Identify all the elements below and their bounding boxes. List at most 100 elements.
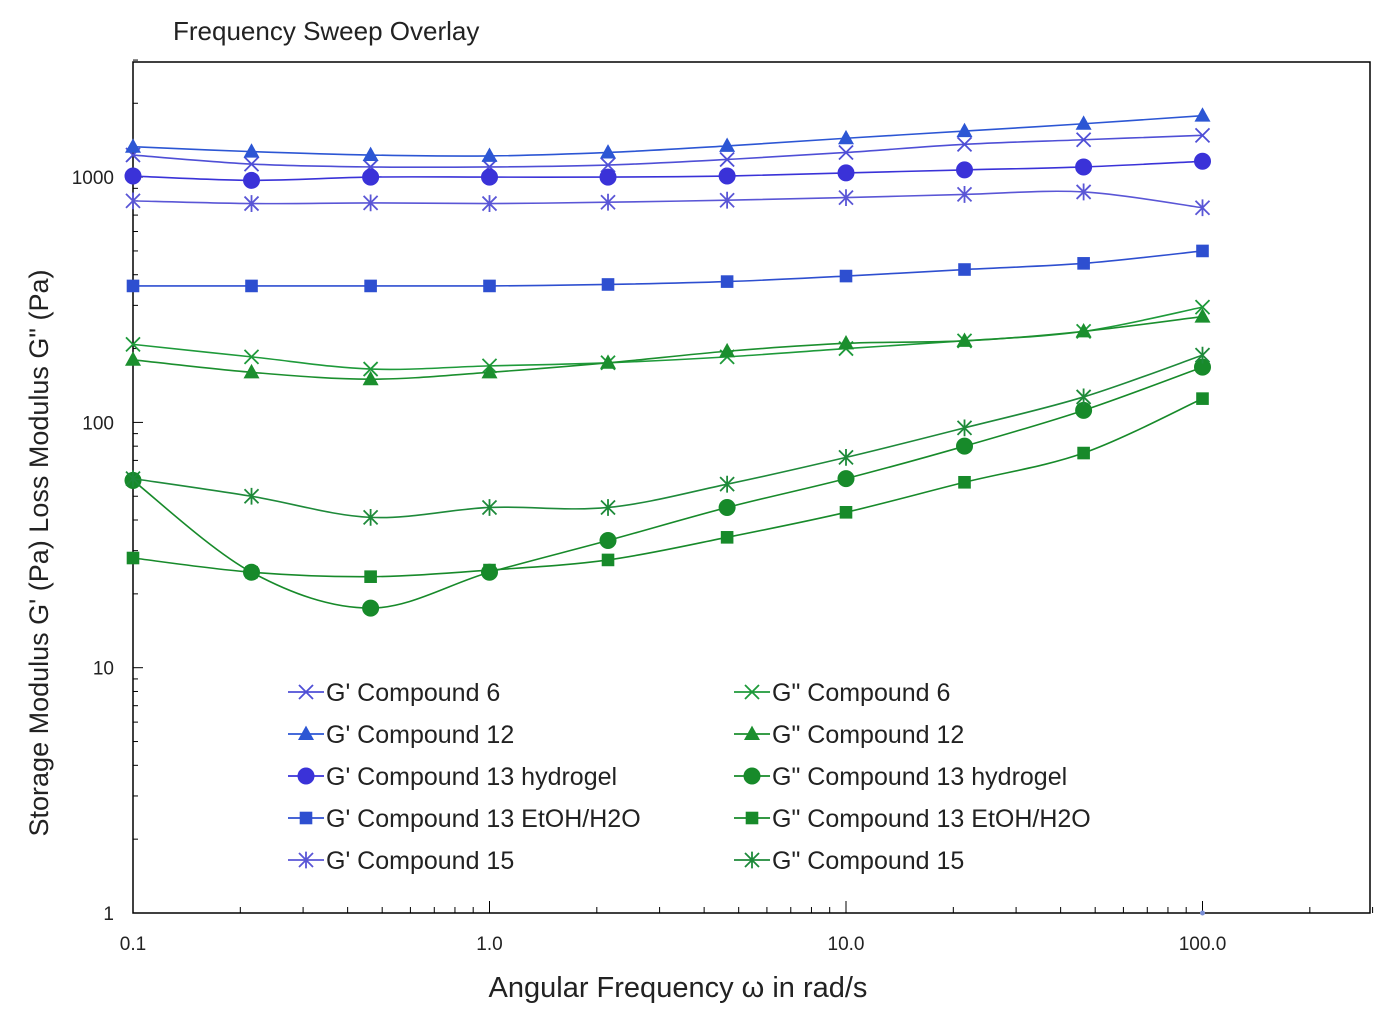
data-point — [719, 168, 735, 184]
series-line — [133, 367, 1203, 608]
data-point — [600, 169, 616, 185]
data-point — [721, 531, 734, 544]
series-7 — [125, 308, 1211, 385]
legend: G' Compound 6 G' Compound 12 G' Compound 1… — [288, 679, 1091, 875]
y-tick-label: 100 — [82, 413, 114, 434]
data-point — [1196, 347, 1210, 364]
series-line — [133, 399, 1203, 577]
data-point — [1077, 257, 1090, 270]
x-tick-label: 0.1 — [120, 934, 146, 955]
data-point — [363, 600, 379, 616]
data-point — [244, 172, 260, 188]
data-point — [602, 278, 615, 291]
data-point — [721, 275, 734, 288]
legend-item: G" Compound 12 — [734, 721, 964, 749]
data-point — [1076, 115, 1092, 129]
data-point — [1077, 447, 1090, 460]
data-point — [840, 270, 853, 283]
legend-item: G' Compound 12 — [288, 721, 514, 749]
data-point — [483, 564, 496, 577]
series-line — [133, 135, 1203, 167]
legend-item: G" Compound 15 — [734, 847, 964, 875]
data-point — [838, 471, 854, 487]
y-tick-label: 1000 — [72, 168, 114, 189]
frequency-sweep-chart: Frequency Sweep Overlay 0.1 1.0 10.0 100.0 … — [0, 0, 1390, 1020]
series-line — [133, 116, 1203, 156]
legend-label: G' Compound 15 — [326, 847, 514, 875]
x-axis-label: Angular Frequency ω in rad/s — [489, 972, 868, 1004]
legend-label: G' Compound 13 hydrogel — [326, 763, 617, 791]
legend-item: G' Compound 6 — [288, 679, 500, 707]
axis-point-marker — [1200, 911, 1205, 916]
data-point — [483, 280, 496, 293]
series-4 — [127, 245, 1209, 293]
series-line — [133, 191, 1203, 208]
data-point — [127, 552, 140, 565]
data-point — [1076, 159, 1092, 175]
plot-area-frame — [133, 62, 1370, 913]
legend-label: G" Compound 15 — [772, 847, 964, 875]
data-point — [245, 566, 258, 579]
data-point — [958, 419, 972, 436]
series-3 — [125, 153, 1211, 188]
data-point — [719, 138, 735, 152]
y-tick-label: 1 — [103, 904, 114, 925]
data-point — [127, 280, 140, 293]
series-6 — [126, 300, 1210, 376]
data-point — [957, 162, 973, 178]
data-point — [244, 143, 260, 157]
data-point — [838, 130, 854, 144]
legend-item: G' Compound 13 hydrogel — [288, 763, 617, 791]
data-point — [125, 138, 141, 152]
data-point — [1195, 308, 1211, 322]
data-point — [600, 533, 616, 549]
legend-marker — [298, 768, 314, 784]
data-point — [363, 169, 379, 185]
legend-marker — [298, 726, 314, 740]
legend-item: G" Compound 6 — [734, 679, 950, 707]
data-point — [364, 280, 377, 293]
data-point — [838, 165, 854, 181]
data-point — [1196, 392, 1209, 405]
series-9 — [127, 392, 1209, 583]
series-8 — [125, 359, 1211, 616]
x-tick-label: 100.0 — [1179, 934, 1227, 955]
data-point — [720, 476, 734, 493]
data-point — [840, 506, 853, 519]
legend-item: G' Compound 13 EtOH/H2O — [288, 805, 641, 833]
data-point — [1195, 153, 1211, 169]
legend-label: G" Compound 13 hydrogel — [772, 763, 1067, 791]
series-line — [133, 251, 1203, 286]
y-axis-label: Storage Modulus G' (Pa) Loss Modulus G" … — [24, 270, 54, 837]
data-point — [245, 280, 258, 293]
legend-marker — [744, 726, 760, 740]
data-point — [1196, 245, 1209, 258]
data-point — [600, 144, 616, 158]
x-tick-label: 1.0 — [476, 934, 502, 955]
legend-label: G' Compound 13 EtOH/H2O — [326, 805, 641, 833]
data-point — [125, 351, 141, 365]
data-point — [602, 554, 615, 567]
chart-title: Frequency Sweep Overlay — [173, 16, 479, 46]
series-line — [133, 317, 1203, 380]
legend-label: G" Compound 12 — [772, 721, 964, 749]
legend-label: G" Compound 6 — [772, 679, 950, 707]
data-point — [839, 449, 853, 466]
data-point — [957, 438, 973, 454]
series-5 — [126, 184, 1210, 217]
data-point — [482, 169, 498, 185]
data-point — [958, 263, 971, 276]
series-10 — [126, 347, 1210, 526]
legend-marker — [746, 812, 759, 825]
series-line — [133, 355, 1203, 517]
series-layer — [125, 107, 1211, 915]
legend-item: G" Compound 13 hydrogel — [734, 763, 1067, 791]
series-2 — [125, 107, 1211, 162]
series-1 — [126, 128, 1210, 174]
data-point — [363, 371, 379, 385]
data-point — [363, 147, 379, 161]
data-point — [1077, 389, 1091, 406]
legend-label: G" Compound 13 EtOH/H2O — [772, 805, 1091, 833]
data-point — [482, 148, 498, 162]
data-point — [1195, 107, 1211, 121]
